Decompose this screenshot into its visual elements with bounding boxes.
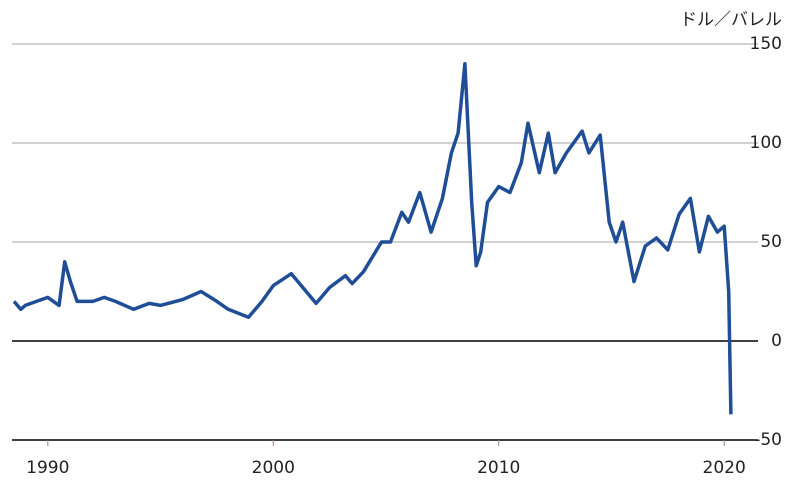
price-line	[12, 62, 733, 415]
x-tick-label: 2020	[703, 458, 746, 478]
unit-label: ドル／バレル	[680, 10, 782, 30]
y-tick-label: 0	[771, 331, 782, 351]
y-tick-label: 100	[750, 133, 782, 153]
y-tick-label: -50	[754, 430, 782, 450]
x-tick-label: 2010	[477, 458, 520, 478]
y-tick-label: 50	[760, 232, 782, 252]
y-tick-label: 150	[750, 34, 782, 54]
x-tick-label: 1990	[26, 458, 69, 478]
x-tick-label: 2000	[252, 458, 295, 478]
